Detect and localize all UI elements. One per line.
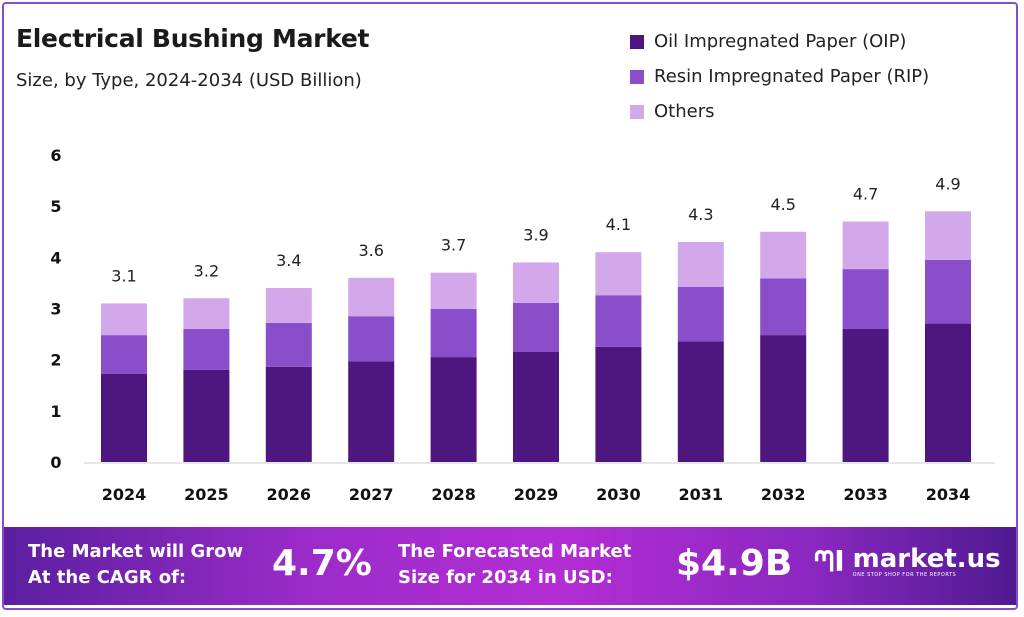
bar-segment-rip <box>842 269 889 329</box>
x-tick-label: 2034 <box>926 485 971 504</box>
chart-title: Electrical Bushing Market <box>16 24 370 53</box>
bar-segment-others <box>183 298 230 329</box>
legend-swatch-rip <box>630 69 644 84</box>
bar-segment-others <box>760 231 807 279</box>
bar-segment-rip <box>430 309 477 358</box>
x-tick-label: 2032 <box>761 485 806 504</box>
bar-segment-others <box>513 262 559 303</box>
y-tick-label: 4 <box>50 248 61 267</box>
bar-segment-oip <box>430 357 477 462</box>
forecast-label-line1: The Forecasted Market <box>398 541 632 562</box>
chart-frame <box>2 2 1018 610</box>
bar-segment-oip <box>513 351 559 462</box>
bar-segment-oip <box>348 361 395 462</box>
logo-name: market.us <box>852 544 1001 574</box>
x-tick-label: 2033 <box>843 485 888 504</box>
bar-segment-others <box>430 272 477 310</box>
bar-segment-oip <box>183 369 230 462</box>
bar-total-label: 3.6 <box>358 241 383 260</box>
y-tick-label: 6 <box>50 146 61 165</box>
legend-label-others: Others <box>654 101 715 122</box>
bar-segment-others <box>348 277 395 317</box>
forecast-label-line2: Size for 2034 in USD: <box>398 567 613 588</box>
chart-subtitle: Size, by Type, 2024-2034 (USD Billion) <box>16 70 362 91</box>
bar-segment-oip <box>677 341 724 462</box>
bar-total-label: 4.7 <box>853 185 878 204</box>
bar-segment-others <box>677 241 724 288</box>
bar-total-label: 4.5 <box>770 195 795 214</box>
forecast-value: $4.9B <box>676 543 793 584</box>
x-tick-label: 2026 <box>267 485 312 504</box>
legend-swatch-oip <box>630 34 644 49</box>
bar-segment-oip <box>842 328 889 462</box>
logo-tagline: ONE STOP SHOP FOR THE REPORTS <box>852 572 957 578</box>
bar-segment-oip <box>265 366 312 462</box>
legend: Oil Impregnated Paper (OIP) Resin Impreg… <box>630 24 929 129</box>
y-tick-label: 0 <box>50 453 61 472</box>
bar-total-label: 4.1 <box>606 215 631 234</box>
bar-segment-rip <box>348 316 395 362</box>
legend-item-rip: Resin Impregnated Paper (RIP) <box>630 59 929 94</box>
bar-total-label: 4.3 <box>688 205 713 224</box>
bar-segment-rip <box>265 322 312 367</box>
x-tick-label: 2025 <box>184 485 229 504</box>
bar-segment-rip <box>513 302 559 352</box>
logo-mark-icon: ᘉΙ <box>814 545 845 578</box>
bar-total-label: 3.2 <box>194 261 219 280</box>
bar-total-label: 3.1 <box>111 266 136 285</box>
x-tick-label: 2027 <box>349 485 394 504</box>
summary-banner: The Market will Grow At the CAGR of: 4.7… <box>4 527 1016 605</box>
cagr-label-line1: The Market will Grow <box>28 541 244 562</box>
bar-segment-others <box>101 303 147 336</box>
legend-item-oip: Oil Impregnated Paper (OIP) <box>630 24 929 59</box>
x-tick-label: 2024 <box>102 485 147 504</box>
bar-total-label: 3.9 <box>523 225 548 244</box>
y-tick-label: 3 <box>50 300 61 319</box>
bar-segment-rip <box>677 287 724 342</box>
cagr-label: The Market will Grow At the CAGR of: <box>28 539 243 591</box>
bar-segment-rip <box>760 278 807 336</box>
legend-label-oip: Oil Impregnated Paper (OIP) <box>654 31 907 52</box>
forecast-label: The Forecasted Market Size for 2034 in U… <box>398 539 631 591</box>
bar-segment-rip <box>595 295 642 347</box>
x-tick-label: 2030 <box>596 485 641 504</box>
cagr-value: 4.7% <box>272 543 372 584</box>
bar-total-label: 4.9 <box>935 174 960 193</box>
bar-total-label: 3.4 <box>276 251 301 270</box>
cagr-label-line2: At the CAGR of: <box>28 567 187 588</box>
bar-segment-oip <box>595 346 642 462</box>
legend-item-others: Others <box>630 94 929 129</box>
legend-swatch-others <box>630 104 644 119</box>
bar-segment-oip <box>760 335 807 462</box>
y-tick-label: 1 <box>50 402 61 421</box>
bar-segment-oip <box>925 323 971 462</box>
bar-segment-oip <box>101 373 147 462</box>
bar-total-label: 3.7 <box>441 236 466 255</box>
bar-segment-others <box>925 211 971 260</box>
legend-label-rip: Resin Impregnated Paper (RIP) <box>654 66 930 87</box>
bar-segment-others <box>265 288 312 323</box>
market-us-logo: ᘉΙ market.us ONE STOP SHOP FOR THE REPOR… <box>814 545 1001 579</box>
bar-segment-others <box>842 221 889 270</box>
bar-segment-rip <box>183 328 230 370</box>
bar-segment-rip <box>925 259 971 324</box>
x-tick-label: 2031 <box>679 485 724 504</box>
x-tick-label: 2028 <box>431 485 476 504</box>
bar-segment-others <box>595 252 642 296</box>
bar-segment-rip <box>101 335 147 374</box>
y-tick-label: 5 <box>50 197 61 216</box>
y-tick-label: 2 <box>50 351 61 370</box>
x-tick-label: 2029 <box>514 485 559 504</box>
